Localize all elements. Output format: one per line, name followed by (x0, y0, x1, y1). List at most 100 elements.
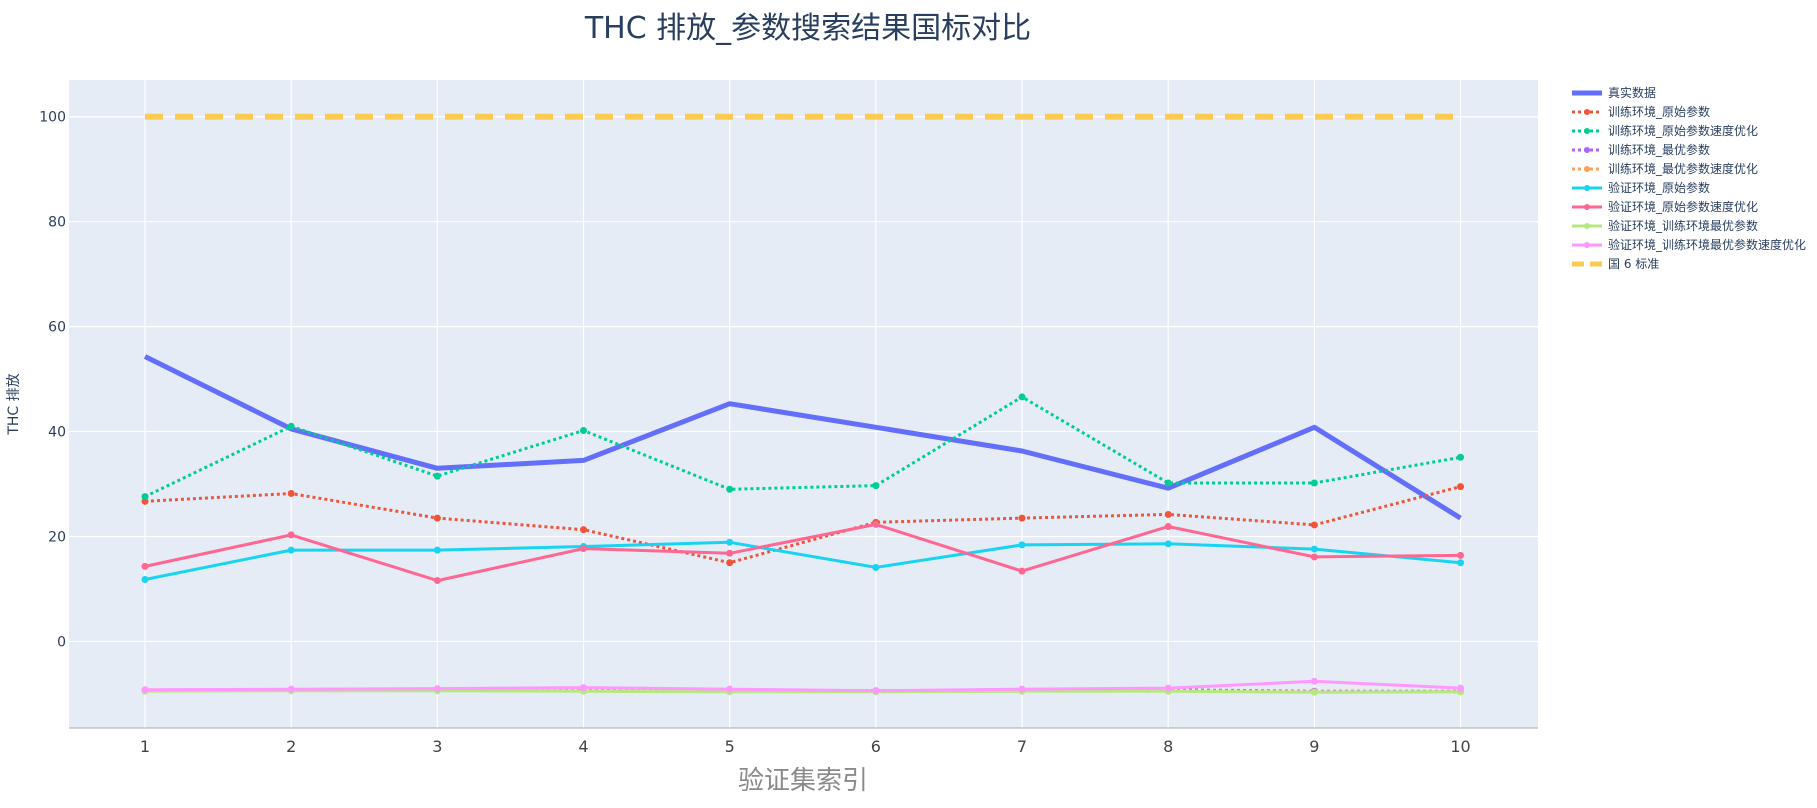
series-line (144, 485, 1461, 565)
x-tick-label: 10 (1450, 737, 1470, 756)
data-point (287, 685, 295, 693)
legend-label: 验证环境_训练环境最优参数速度优化 (1608, 237, 1806, 252)
data-point (141, 686, 149, 694)
legend-item: 验证环境_原始参数 (1572, 180, 1710, 195)
data-point (287, 489, 295, 497)
axes: 0 20 40 60 80 100 1 2 3 4 5 6 7 8 9 10 (39, 110, 1538, 756)
chart-title: THC 排放_参数搜索结果国标对比 (584, 11, 1031, 46)
data-point (1164, 540, 1172, 548)
legend-item: 训练环境_原始参数速度优化 (1572, 123, 1758, 138)
data-point (1310, 545, 1318, 553)
y-axis-label: THC 排放 (6, 373, 22, 435)
plot-area (69, 80, 1538, 728)
legend-label: 验证环境_训练环境最优参数 (1608, 218, 1758, 233)
legend-marker (1584, 166, 1590, 172)
x-tick-label: 2 (286, 737, 296, 756)
data-point (141, 562, 149, 570)
data-point (1164, 479, 1172, 487)
x-tick-label: 4 (578, 737, 588, 756)
data-point (1457, 559, 1465, 567)
series-line (144, 689, 1461, 694)
x-tick-label: 6 (871, 737, 881, 756)
legend-item: 训练环境_最优参数 (1572, 142, 1710, 157)
data-point (872, 520, 880, 528)
legend-marker (1584, 109, 1590, 115)
y-tick-label: 60 (48, 320, 66, 336)
x-tick-label: 9 (1309, 737, 1319, 756)
legend-label: 训练环境_最优参数速度优化 (1608, 161, 1758, 176)
legend-marker (1584, 147, 1590, 153)
legend-item: 训练环境_最优参数速度优化 (1572, 161, 1758, 176)
data-point (1018, 393, 1026, 401)
legend-label: 真实数据 (1608, 85, 1656, 100)
legend-item: 真实数据 (1572, 85, 1656, 100)
series-line (144, 540, 1461, 581)
x-tick-label: 7 (1017, 737, 1027, 756)
data-point (433, 685, 441, 693)
data-point (1164, 523, 1172, 531)
data-point (1164, 684, 1172, 692)
data-point (872, 563, 880, 571)
data-point (726, 485, 734, 493)
data-point (1018, 514, 1026, 522)
legend-label: 训练环境_最优参数 (1608, 142, 1710, 157)
y-tick-label: 20 (48, 529, 66, 545)
data-point (1310, 553, 1318, 561)
data-point (872, 687, 880, 695)
data-point (872, 482, 880, 490)
data-point (580, 684, 588, 692)
legend-item: 国 6 标准 (1572, 257, 1659, 271)
legend-item: 验证环境_原始参数速度优化 (1572, 199, 1758, 214)
data-point (433, 546, 441, 554)
legend-marker (1584, 223, 1590, 229)
legend-item: 验证环境_训练环境最优参数 (1572, 218, 1758, 233)
series-line (144, 679, 1461, 693)
legend-label: 验证环境_原始参数 (1608, 180, 1710, 195)
data-point (287, 422, 295, 430)
data-point (1310, 688, 1318, 696)
data-point (141, 493, 149, 501)
data-point (580, 526, 588, 534)
legend-label: 训练环境_原始参数 (1608, 104, 1710, 119)
x-tick-label: 8 (1163, 737, 1173, 756)
series-7 (141, 520, 1465, 585)
data-point (580, 426, 588, 434)
y-tick-label: 40 (48, 425, 66, 441)
series-layer (141, 113, 1465, 696)
data-point (1018, 567, 1026, 575)
series-9 (141, 677, 1465, 695)
data-point (1310, 521, 1318, 529)
y-tick-label: 100 (39, 110, 66, 126)
x-axis-label: 验证集索引 (738, 766, 868, 796)
data-point (1018, 685, 1026, 693)
legend-label: 训练环境_原始参数速度优化 (1608, 123, 1758, 138)
data-point (726, 685, 734, 693)
data-point (1457, 684, 1465, 692)
legend-item: 验证环境_训练环境最优参数速度优化 (1572, 237, 1806, 252)
legend-label: 国 6 标准 (1608, 257, 1659, 271)
data-point (433, 514, 441, 522)
data-point (580, 545, 588, 553)
legend-marker (1584, 128, 1590, 134)
x-tick-label: 3 (432, 737, 442, 756)
data-point (1164, 510, 1172, 518)
data-point (1457, 453, 1465, 461)
data-point (726, 549, 734, 557)
x-tick-label: 1 (140, 737, 150, 756)
data-point (141, 576, 149, 584)
data-point (1310, 677, 1318, 685)
data-point (433, 577, 441, 585)
legend-label: 验证环境_原始参数速度优化 (1608, 199, 1758, 214)
data-point (1457, 551, 1465, 559)
data-point (287, 546, 295, 554)
gridlines (69, 80, 1538, 728)
series-line (143, 354, 1462, 521)
series-3 (141, 393, 1465, 501)
legend-marker (1584, 204, 1590, 210)
data-point (726, 559, 734, 567)
data-point (1310, 479, 1318, 487)
legend-marker (1584, 242, 1590, 248)
y-tick-label: 80 (48, 215, 66, 231)
